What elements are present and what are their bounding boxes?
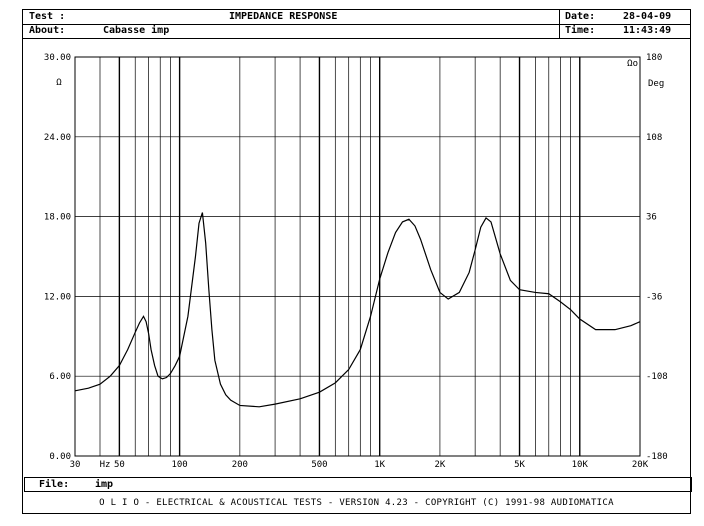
file-bar: File: imp: [24, 477, 692, 492]
header-separator: [559, 10, 560, 38]
x-tick-label: 10K: [572, 460, 589, 470]
y-tick-label: 24.00: [44, 133, 71, 143]
x-tick-label: 1K: [374, 460, 385, 470]
about-label: About:: [29, 25, 66, 36]
y2-tick-label: -180: [646, 452, 668, 462]
chart-title: IMPEDANCE RESPONSE: [229, 11, 338, 22]
date-value: 28-04-09: [623, 11, 672, 22]
curve-label: Ωo: [627, 59, 638, 69]
x-tick-label: 500: [311, 460, 327, 470]
y2-axis-labels: -180 -108 -36 36 108 180: [646, 53, 668, 462]
y-tick-label: 0.00: [49, 452, 71, 462]
x-tick-label: 5K: [514, 460, 525, 470]
y2-tick-label: -36: [646, 292, 662, 302]
y-axis-unit: Ω: [56, 78, 62, 88]
y-axis-labels: 0.00 6.00 12.00 18.00 24.00 30.00: [44, 53, 71, 462]
date-label: Date:: [565, 11, 596, 22]
header-row-about: About: Cabasse imp Time: 11:43:49: [23, 24, 690, 39]
header-row-test: Test : IMPEDANCE RESPONSE Date: 28-04-09: [23, 10, 690, 25]
y2-tick-label: 108: [646, 133, 662, 143]
y2-axis-unit: Deg: [648, 79, 664, 89]
file-value: imp: [95, 479, 114, 490]
x-axis-unit: Hz: [100, 460, 111, 470]
report-frame: Test : IMPEDANCE RESPONSE Date: 28-04-09…: [22, 9, 691, 514]
x-tick-label: 50: [114, 460, 125, 470]
x-tick-label: 30: [70, 460, 81, 470]
chart-grid: [74, 56, 641, 457]
x-axis-labels: 30 50 100 200 500 1K 2K 5K 10K 20K: [70, 460, 649, 470]
about-value: Cabasse imp: [103, 25, 170, 36]
time-label: Time:: [565, 25, 596, 36]
y-tick-label: 18.00: [44, 213, 71, 223]
time-value: 11:43:49: [623, 25, 672, 36]
x-tick-label: 200: [232, 460, 248, 470]
test-label: Test :: [29, 11, 66, 22]
file-label: File:: [39, 479, 70, 490]
copyright-line: O L I O - ELECTRICAL & ACOUSTICAL TESTS …: [99, 498, 614, 508]
y-tick-label: 6.00: [49, 372, 71, 382]
x-tick-label: 20K: [632, 460, 649, 470]
y2-tick-label: -108: [646, 372, 668, 382]
y-tick-label: 30.00: [44, 53, 71, 63]
y-tick-label: 12.00: [44, 292, 71, 302]
plot-area-border: [74, 56, 641, 457]
x-tick-label: 100: [171, 460, 187, 470]
y2-tick-label: 180: [646, 53, 662, 63]
x-tick-label: 2K: [435, 460, 446, 470]
y2-tick-label: 36: [646, 213, 657, 223]
impedance-series-line: [74, 212, 641, 408]
